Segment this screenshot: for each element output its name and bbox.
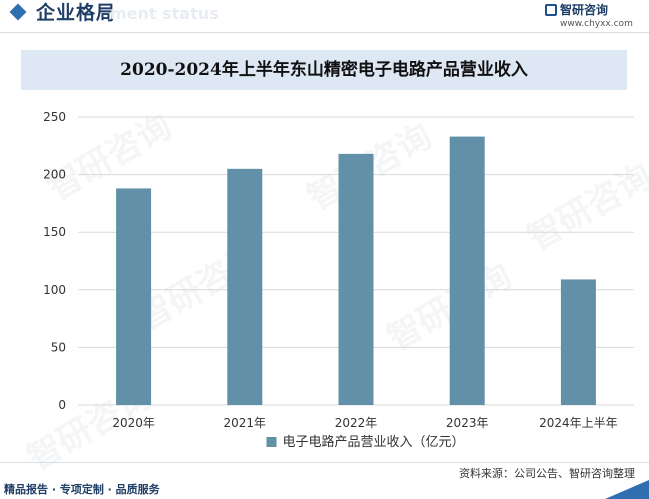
section-subtitle: ment status	[110, 4, 219, 23]
legend-label: 电子电路产品营业收入（亿元）	[283, 434, 465, 450]
footer-tagline: 精品报告 · 专项定制 · 品质服务	[4, 483, 160, 496]
bar	[227, 168, 263, 405]
brand-name: 智研咨询	[560, 3, 609, 17]
data-source: 资料来源：公司公告、智研咨询整理	[459, 467, 635, 480]
y-tick-label: 150	[43, 225, 66, 239]
x-tick-label: 2024年上半年	[539, 416, 618, 430]
y-tick-label: 0	[58, 398, 66, 412]
legend-swatch	[266, 437, 277, 447]
brand-url[interactable]: www.chyxx.com	[560, 19, 633, 29]
chart-title: 2020-2024年上半年东山精密电子电路产品营业收入	[120, 60, 528, 80]
x-tick-label: 2023年	[446, 416, 489, 430]
brand-logo-icon	[545, 4, 557, 16]
chart-title-band	[21, 50, 627, 90]
bar	[116, 188, 152, 405]
bar	[338, 153, 374, 405]
page-header: 企业格局 ment status 智研咨询 www.chyxx.com	[0, 0, 649, 29]
x-tick-label: 2021年	[224, 416, 267, 430]
header-divider	[0, 32, 649, 33]
x-tick-label: 2022年	[335, 416, 378, 430]
footer-accent	[605, 480, 649, 499]
y-tick-label: 100	[43, 283, 66, 297]
bar	[560, 279, 596, 405]
section-title: 企业格局	[36, 2, 117, 24]
y-tick-label: 50	[51, 340, 66, 354]
y-tick-label: 250	[43, 110, 66, 124]
y-tick-label: 200	[43, 168, 66, 182]
bar	[449, 136, 485, 406]
footer-divider	[0, 462, 649, 463]
x-tick-label: 2020年	[112, 416, 155, 430]
